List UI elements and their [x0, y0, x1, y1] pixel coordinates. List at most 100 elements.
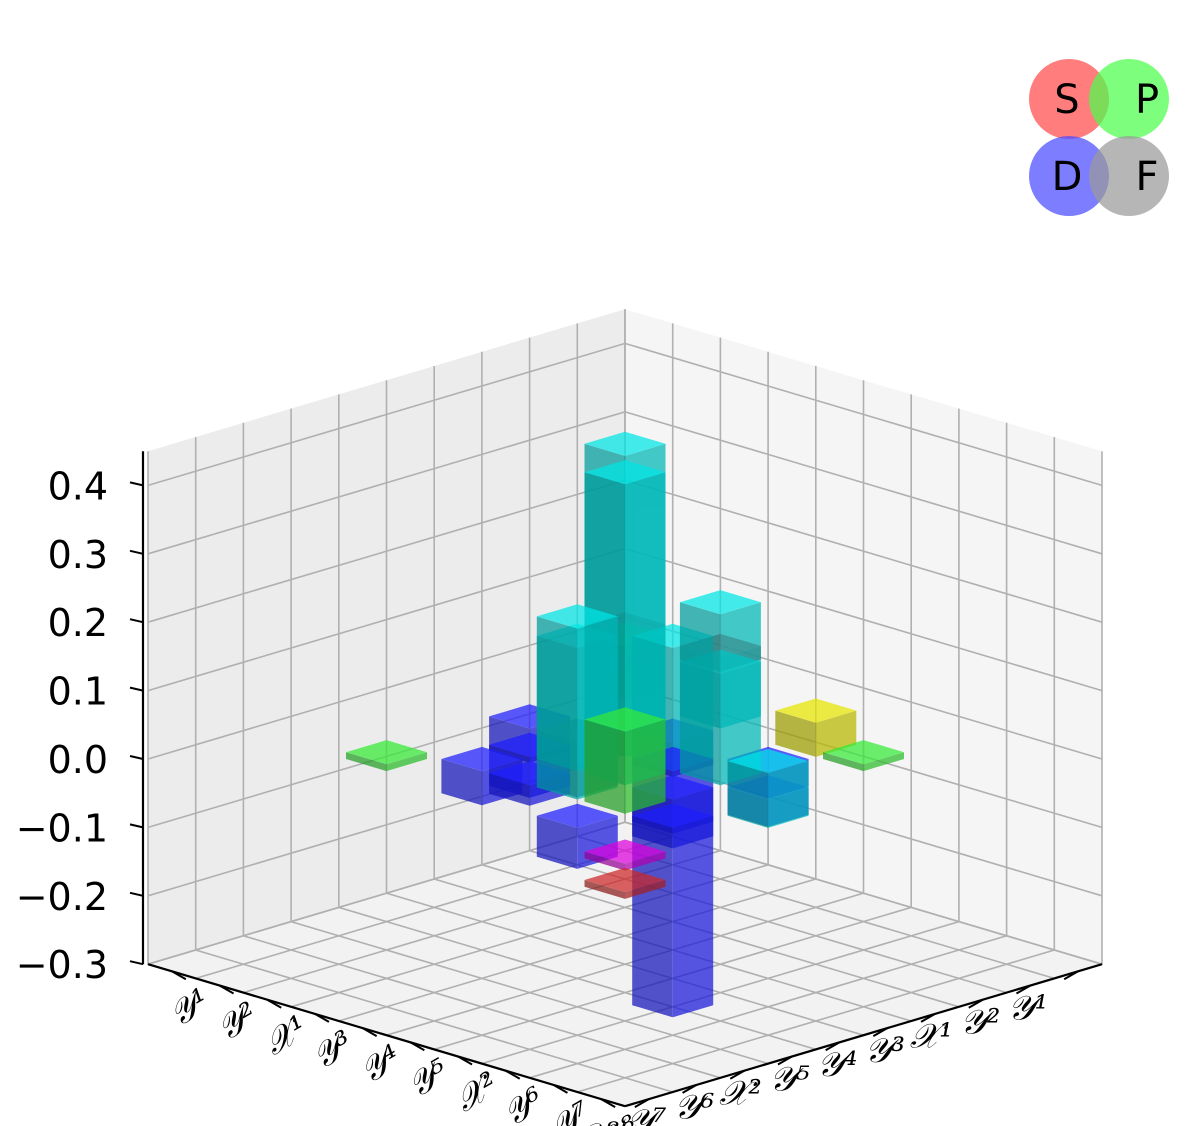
y-category-label: 𝒴⁵ [401, 1051, 456, 1106]
x-tick [1063, 970, 1079, 981]
z-tick [129, 686, 144, 692]
x-tick [777, 1055, 793, 1066]
z-tick-label: 0.4 [48, 464, 108, 508]
bar-face-left [489, 773, 530, 806]
bar-face-top [346, 740, 427, 765]
bar-face-top [584, 460, 666, 485]
bar-face-top [584, 839, 666, 864]
z-tick [129, 549, 144, 555]
bar-face-top [536, 604, 618, 629]
bar-face-right [720, 602, 761, 786]
legend-d-label: D [1052, 154, 1083, 200]
z-tick-label: 0.3 [48, 533, 108, 577]
bar-face-top [679, 590, 761, 615]
x-category-label: 𝒳² [719, 1074, 762, 1114]
bar-face-top [584, 867, 666, 892]
bar-PD-5-8 [727, 749, 809, 828]
chart-axes [141, 451, 1103, 1108]
legend-s-label: S [1054, 77, 1079, 123]
legend-s-circle [1029, 59, 1109, 139]
bar-face-top [632, 803, 714, 828]
y-tick [362, 1027, 378, 1037]
y-category-label: 𝒳¹ [258, 1007, 315, 1063]
bar-face-left [584, 880, 625, 899]
bar-face-left [536, 616, 578, 800]
bar-P-2-7 [823, 740, 904, 772]
bar-face-top [775, 698, 857, 723]
y-tick [552, 1084, 568, 1094]
chart-legend: S P D F [1029, 59, 1169, 216]
z-tick [129, 960, 144, 966]
x-tick [1015, 984, 1031, 995]
chart-grid [147, 309, 1103, 1107]
bar-D-6-7 [632, 803, 714, 849]
x-category-label: 𝒳¹ [910, 1017, 953, 1057]
bar-face-left [536, 815, 578, 869]
z-tick-label: 0.2 [48, 601, 108, 645]
legend-f-label: F [1135, 154, 1158, 200]
bar-face-left [727, 761, 769, 828]
y-tick [409, 1041, 425, 1052]
y-tick [314, 1013, 330, 1023]
bar-face-top [727, 749, 809, 774]
bar-face-top [584, 431, 666, 456]
x-category-label: 𝒴⁶ [674, 1088, 714, 1126]
grid-line-z [147, 410, 1103, 555]
bar-face-left [441, 759, 482, 806]
bar-face-top [823, 740, 904, 765]
legend-p-circle [1089, 59, 1169, 139]
x-category-label: 𝒴⁸ [579, 1116, 620, 1126]
y-category-label: 𝒴⁶ [496, 1080, 551, 1126]
z-tick-label: −0.3 [16, 943, 108, 987]
bar-face-left [584, 851, 625, 871]
bar-face-left [775, 710, 816, 757]
y-category-label: 𝒴⁴ [353, 1037, 408, 1092]
x-category-label: 𝒴³ [865, 1031, 905, 1071]
x-category-label: 𝒴⁷ [626, 1102, 667, 1126]
y-tick [505, 1069, 521, 1080]
z-tick [129, 618, 144, 624]
bar-face-right [625, 880, 666, 899]
x-tick [634, 1098, 650, 1108]
y-tick [600, 1098, 616, 1108]
bar-face-left [823, 752, 864, 772]
chart-bars [346, 431, 904, 1018]
y-tick [171, 970, 187, 981]
y-tick [457, 1055, 473, 1066]
grid-line-z [147, 342, 1103, 487]
x-category-label: 𝒴⁴ [817, 1045, 857, 1085]
z-tick-label: 0.0 [48, 738, 108, 782]
bar-face-left [346, 752, 387, 772]
bar-face-left [584, 719, 625, 814]
x-tick [682, 1084, 698, 1094]
y-category-label: 𝒳² [449, 1064, 506, 1120]
z-tick [129, 891, 144, 897]
y-tick [219, 984, 235, 995]
x-axis-line [147, 963, 626, 1108]
z-tick [129, 823, 144, 829]
bar-PD-4-6 [679, 590, 761, 786]
y-category-label: 𝒴³ [305, 1023, 360, 1078]
bar-face-right [625, 851, 666, 871]
x-category-label: 𝒴¹ [1008, 988, 1048, 1028]
z-tick-label: 0.1 [48, 670, 108, 714]
y-category-label: 𝒴² [210, 995, 265, 1050]
legend-f-circle [1089, 136, 1169, 216]
z-tick-label: −0.2 [16, 875, 108, 919]
x-category-label: 𝒴² [960, 1003, 1000, 1043]
legend-p-label: P [1135, 77, 1159, 123]
legend-d-circle [1029, 136, 1109, 216]
z-tick [129, 755, 144, 760]
grid-line-z [147, 821, 1103, 965]
bar-face-top [441, 746, 523, 772]
x-category-label: 𝒴⁵ [769, 1059, 810, 1099]
bar-face-top [584, 707, 666, 732]
x-tick [968, 998, 984, 1009]
bar-face-right [768, 761, 809, 828]
bar-P-6-6 [584, 707, 666, 814]
y-tick [266, 998, 282, 1009]
bar-S-9-9 [584, 867, 666, 899]
bar-SP-2-6 [775, 698, 857, 757]
